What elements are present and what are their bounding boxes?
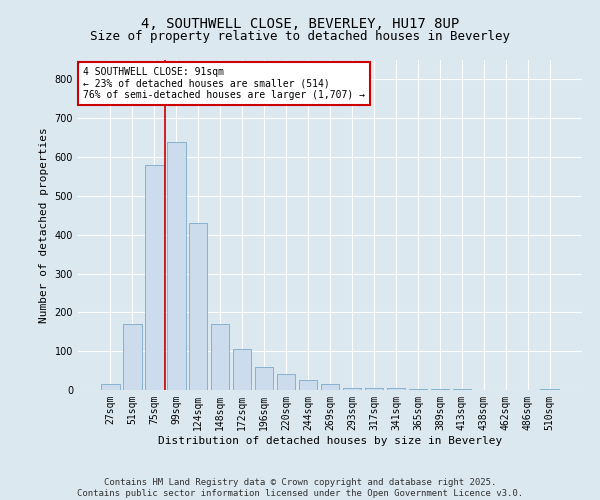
Text: Contains HM Land Registry data © Crown copyright and database right 2025.
Contai: Contains HM Land Registry data © Crown c… bbox=[77, 478, 523, 498]
Bar bbox=[211, 324, 229, 390]
Text: 4, SOUTHWELL CLOSE, BEVERLEY, HU17 8UP: 4, SOUTHWELL CLOSE, BEVERLEY, HU17 8UP bbox=[141, 18, 459, 32]
Bar bbox=[233, 349, 251, 390]
Bar bbox=[299, 380, 317, 390]
Bar bbox=[431, 389, 449, 390]
Bar bbox=[145, 165, 164, 390]
Bar bbox=[409, 389, 427, 390]
Bar bbox=[101, 384, 119, 390]
Bar bbox=[189, 223, 208, 390]
Bar bbox=[365, 388, 383, 390]
Text: Size of property relative to detached houses in Beverley: Size of property relative to detached ho… bbox=[90, 30, 510, 43]
Bar bbox=[320, 384, 340, 390]
Y-axis label: Number of detached properties: Number of detached properties bbox=[39, 127, 49, 323]
Bar bbox=[123, 324, 142, 390]
Bar bbox=[541, 389, 559, 390]
X-axis label: Distribution of detached houses by size in Beverley: Distribution of detached houses by size … bbox=[158, 436, 502, 446]
Bar bbox=[386, 388, 405, 390]
Bar bbox=[343, 388, 361, 390]
Bar bbox=[452, 389, 471, 390]
Bar bbox=[255, 366, 274, 390]
Text: 4 SOUTHWELL CLOSE: 91sqm
← 23% of detached houses are smaller (514)
76% of semi-: 4 SOUTHWELL CLOSE: 91sqm ← 23% of detach… bbox=[83, 66, 365, 100]
Bar bbox=[167, 142, 185, 390]
Bar bbox=[277, 374, 295, 390]
